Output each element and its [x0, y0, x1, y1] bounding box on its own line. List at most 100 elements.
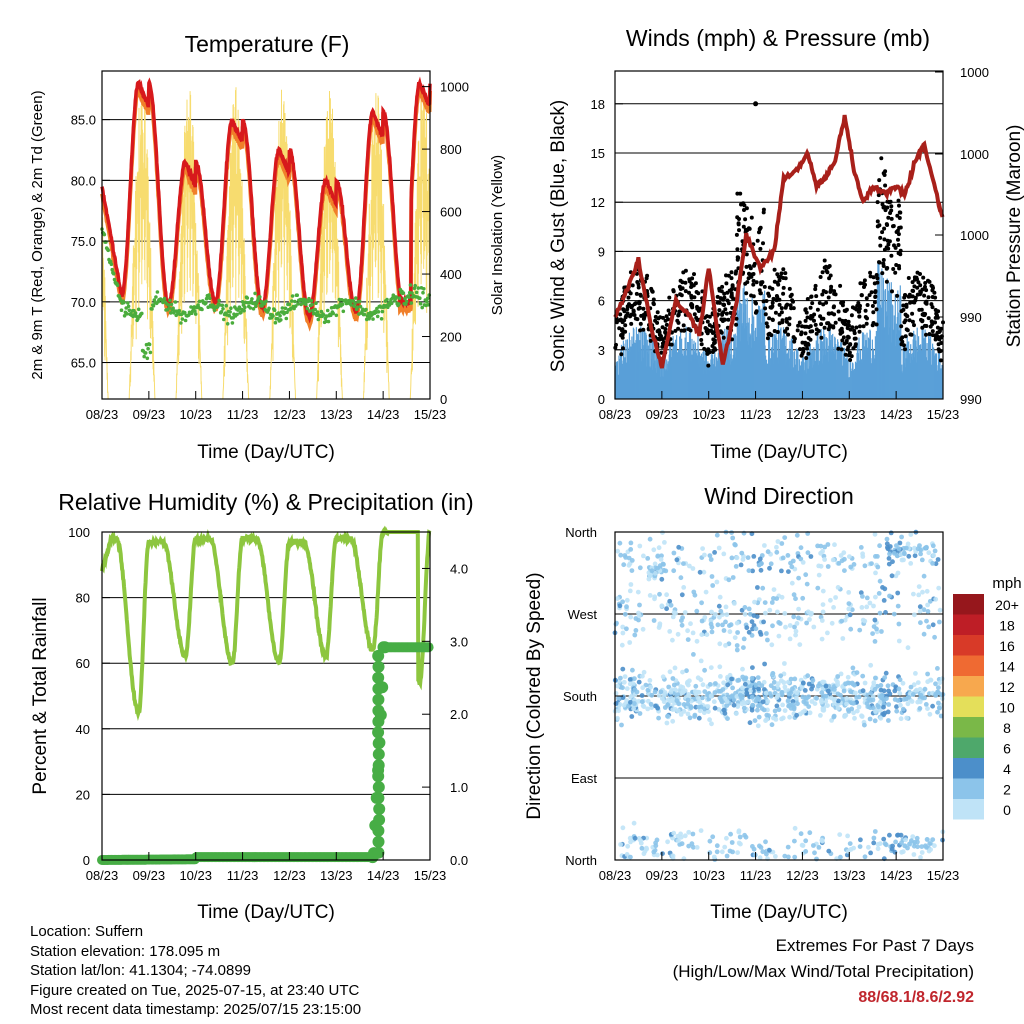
wind-direction-point — [858, 545, 864, 550]
wind-direction-point — [665, 703, 670, 708]
rainfall-point — [372, 649, 385, 662]
wind-direction-point — [793, 628, 799, 634]
gust-point — [621, 307, 626, 312]
wind-direction-point — [715, 622, 721, 628]
wind-direction-point — [700, 682, 706, 688]
gust-point — [757, 227, 762, 232]
dewpoint-point — [253, 291, 257, 296]
gust-point — [686, 327, 691, 332]
wind-direction-point — [802, 688, 808, 693]
wind-direction-point — [662, 540, 667, 545]
wind-direction-point — [700, 546, 705, 551]
gust-point — [826, 311, 831, 316]
gust-point — [829, 284, 834, 289]
wind-direction-point — [793, 632, 798, 638]
wind-direction-point — [794, 532, 800, 538]
gust-point — [683, 280, 688, 285]
gust-point — [725, 298, 730, 303]
wind-direction-point — [873, 594, 878, 600]
wind-direction-point — [665, 839, 670, 845]
gust-point — [817, 301, 822, 305]
gust-point — [903, 312, 908, 317]
wind-direction-point — [749, 707, 755, 713]
wind-direction-point — [649, 568, 655, 574]
gust-point — [917, 307, 922, 312]
gust-point — [729, 287, 734, 292]
wind-direction-point — [640, 685, 646, 691]
legend-label: 8 — [1003, 720, 1011, 736]
gust-point — [863, 308, 868, 313]
wind-direction-point — [845, 833, 850, 839]
gust-point — [681, 323, 686, 328]
wind-direction-point — [721, 707, 727, 713]
wind-direction-point — [785, 553, 791, 558]
wind-direction-point — [912, 612, 917, 618]
gust-point — [929, 302, 934, 307]
gust-point — [765, 324, 770, 329]
gust-point — [889, 216, 894, 221]
dewpoint-point — [425, 299, 429, 304]
wind-direction-point — [749, 694, 755, 700]
wind-direction-point — [742, 681, 748, 687]
dewpoint-point — [119, 308, 124, 313]
gust-point — [875, 200, 880, 205]
gust-point — [796, 323, 801, 328]
gust-point — [769, 305, 774, 310]
wind-direction-point — [872, 718, 878, 724]
wind-direction-point — [750, 568, 755, 574]
gust-point — [902, 343, 906, 348]
wind-direction-point — [631, 706, 636, 712]
gust-point — [846, 319, 851, 324]
wind-direction-point — [797, 642, 803, 647]
dewpoint-point — [152, 298, 157, 302]
wind-direction-point — [669, 696, 674, 701]
wind-direction-point — [805, 609, 811, 615]
wind-direction-point — [810, 678, 816, 683]
gust-point — [939, 341, 944, 345]
x-tick-label: 12/23 — [273, 868, 306, 883]
recent-timestamp: Most recent data timestamp: 2025/07/15 2… — [30, 1001, 362, 1019]
dewpoint-point — [251, 307, 256, 311]
wind-direction-point — [925, 602, 930, 608]
wind-direction-point — [866, 844, 871, 850]
wind-direction-point — [891, 550, 897, 556]
wind-direction-point — [679, 841, 685, 847]
gust-point — [906, 294, 911, 299]
gust-point — [712, 330, 717, 335]
wind-direction-point — [933, 596, 939, 602]
wind-direction-point — [624, 852, 630, 857]
dewpoint-point — [237, 305, 242, 310]
wind-direction-point — [649, 692, 655, 698]
dewpoint-point — [112, 277, 117, 282]
wind-direction-point — [662, 690, 668, 695]
wind-direction-point — [815, 585, 821, 591]
wind-direction-point — [636, 698, 642, 704]
wind-direction-point — [936, 700, 941, 706]
dewpoint-point — [147, 342, 152, 347]
wind-direction-point — [787, 714, 792, 720]
wind-direction-point — [858, 837, 863, 843]
wind-direction-point — [870, 631, 875, 636]
wind-direction-point — [895, 603, 901, 609]
wind-direction-point — [928, 847, 933, 852]
wind-direction-point — [636, 679, 642, 685]
wind-direction-point — [651, 618, 657, 623]
wind-direction-point — [767, 847, 772, 853]
gust-point — [734, 269, 739, 274]
winds-x-ticks: 08/23 09/23 10/23 11/23 12/23 13/23 14/23 15/23 — [599, 391, 959, 422]
wind-direction-point — [734, 620, 740, 626]
wind-direction-point — [853, 690, 858, 696]
gust-point — [741, 201, 746, 206]
wind-direction-point — [882, 841, 888, 847]
dewpoint-point — [422, 287, 426, 291]
wind-direction-point — [785, 698, 791, 704]
wind-direction-point — [790, 686, 795, 692]
dewpoint-point — [230, 321, 235, 325]
wind-direction-point — [917, 604, 923, 610]
dewpoint-point — [315, 310, 320, 314]
wind-direction-point — [782, 853, 788, 859]
wind-direction-point — [905, 541, 911, 547]
wind-direction-point — [901, 557, 906, 563]
wind-direction-point — [730, 575, 736, 580]
y-tick-label: 6 — [598, 294, 605, 309]
